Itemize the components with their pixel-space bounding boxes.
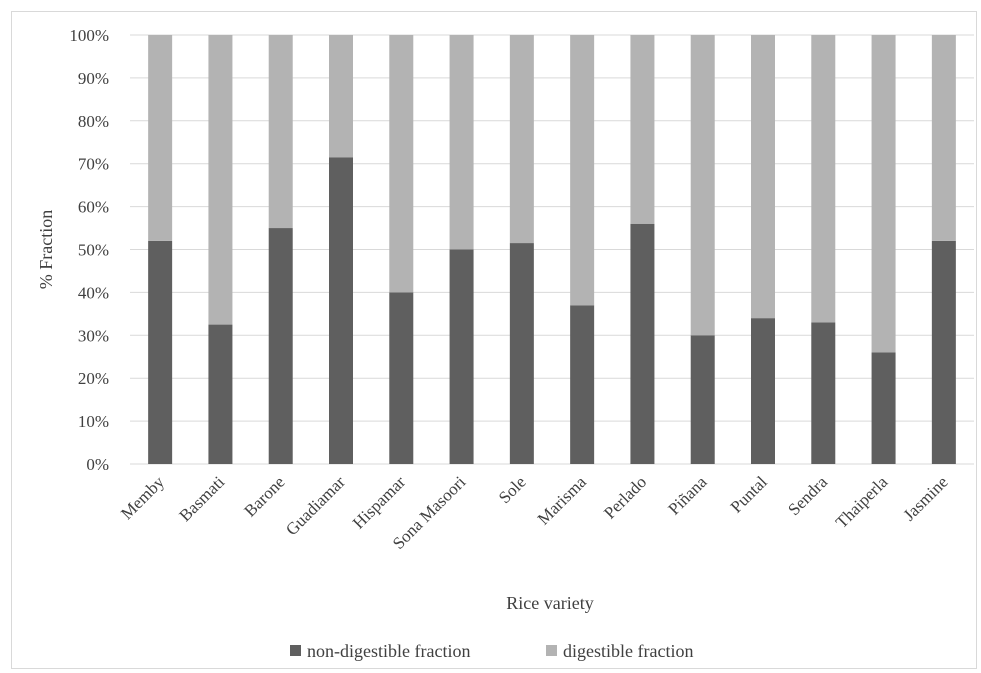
x-tick-label: Marisma: [534, 472, 590, 528]
y-tick-label: 70%: [78, 155, 109, 174]
bar-digestible: [329, 35, 353, 158]
legend-swatch: [546, 645, 557, 656]
legend-swatch: [290, 645, 301, 656]
bar-digestible: [931, 35, 956, 241]
bar-non-digestible: [268, 228, 293, 464]
x-tick-label: Piñana: [664, 472, 710, 518]
x-tick-label: Hispamar: [349, 472, 409, 532]
bar-non-digestible: [570, 305, 595, 464]
bar-non-digestible: [931, 240, 956, 464]
bar-non-digestible: [389, 292, 414, 464]
bar-digestible: [630, 35, 655, 224]
bar-digestible: [871, 35, 896, 353]
x-tick-label: Sendra: [784, 472, 831, 519]
y-tick-label: 80%: [78, 112, 109, 131]
x-tick-label: Memby: [117, 472, 168, 523]
x-tick-label: Puntal: [727, 472, 771, 516]
y-axis-title: % Fraction: [36, 210, 56, 289]
x-tick-label: Basmati: [175, 472, 228, 525]
bar-digestible: [148, 35, 173, 241]
bar-digestible: [811, 35, 836, 323]
gridlines: [130, 34, 974, 465]
y-tick-label: 20%: [78, 369, 109, 388]
legend-label: digestible fraction: [563, 641, 693, 661]
bar-digestible: [268, 35, 293, 229]
bars: [148, 35, 956, 464]
bar-digestible: [208, 35, 233, 325]
bar-digestible: [449, 35, 474, 250]
bar-digestible: [751, 35, 775, 319]
x-axis-title: Rice variety: [506, 593, 593, 613]
y-tick-label: 10%: [78, 412, 109, 431]
bar-non-digestible: [148, 240, 173, 464]
x-tick-label: Jasmine: [900, 472, 952, 524]
legend-label: non-digestible fraction: [307, 641, 470, 661]
bar-digestible: [389, 35, 414, 293]
y-tick-label: 0%: [86, 455, 109, 474]
x-tick-label: Guadiamar: [282, 472, 349, 539]
y-tick-label: 100%: [69, 26, 109, 45]
y-tick-label: 60%: [78, 198, 109, 217]
bar-non-digestible: [509, 243, 534, 464]
x-tick-label: Sole: [495, 472, 530, 507]
y-tick-label: 40%: [78, 283, 109, 302]
x-tick-label: Barone: [240, 472, 288, 520]
legend: non-digestible fraction digestible fracti…: [290, 641, 693, 661]
x-tick-label: Thaiperla: [832, 472, 892, 532]
y-tick-label: 90%: [78, 69, 109, 88]
bar-digestible: [570, 35, 595, 306]
bar-non-digestible: [630, 223, 655, 464]
bar-non-digestible: [690, 335, 715, 464]
y-tick-label: 50%: [78, 241, 109, 260]
bar-digestible: [690, 35, 715, 336]
y-axis-ticks: 0% 10% 20% 30% 40% 50% 60% 70% 80% 90% 100%: [69, 26, 109, 474]
bar-non-digestible: [449, 249, 474, 464]
bar-non-digestible: [871, 352, 896, 464]
x-tick-label: Perlado: [600, 472, 650, 522]
bar-non-digestible: [208, 324, 233, 464]
bar-non-digestible: [751, 318, 775, 464]
bar-non-digestible: [329, 157, 353, 464]
bar-digestible: [509, 35, 534, 244]
y-tick-label: 30%: [78, 326, 109, 345]
bar-non-digestible: [811, 322, 836, 464]
